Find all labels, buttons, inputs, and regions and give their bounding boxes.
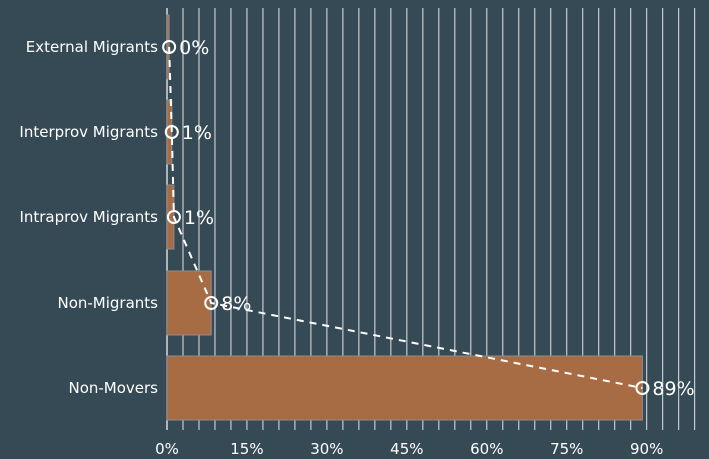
category-label: Intraprov Migrants [19, 208, 158, 226]
x-tick-label: 45% [390, 440, 423, 458]
data-label: 8% [221, 293, 251, 315]
x-tick-label: 15% [230, 440, 263, 458]
bar [166, 99, 173, 165]
x-axis-tick-labels: 0% 15% 30% 45% 60% 75% 90% [155, 440, 663, 458]
x-tick-label: 30% [310, 440, 343, 458]
line-marker [162, 40, 177, 54]
bars [166, 14, 643, 421]
data-label: 89% [652, 378, 694, 400]
line-marker [164, 125, 179, 139]
trend-line [168, 46, 643, 389]
x-tick-label: 60% [470, 440, 503, 458]
line-marker [635, 381, 650, 395]
line-marker [204, 296, 219, 310]
category-label: External Migrants [26, 38, 158, 56]
bar [166, 270, 212, 336]
data-label: 1% [182, 122, 212, 144]
x-tick-label: 75% [550, 440, 583, 458]
bar [166, 355, 643, 421]
category-label: Non-Migrants [57, 294, 158, 312]
category-label: Non-Movers [68, 379, 158, 397]
data-label: 1% [184, 207, 214, 229]
data-labels: 0% 1% 1% 8% 89% [179, 37, 695, 400]
data-label: 0% [179, 37, 209, 59]
line-marker [166, 210, 181, 224]
x-tick-label: 0% [155, 440, 179, 458]
trend-overlay [162, 40, 650, 395]
x-tick-label: 90% [630, 440, 663, 458]
category-labels: External Migrants Interprov Migrants Intra… [19, 38, 158, 397]
category-label: Interprov Migrants [19, 123, 158, 141]
bar [166, 14, 170, 80]
